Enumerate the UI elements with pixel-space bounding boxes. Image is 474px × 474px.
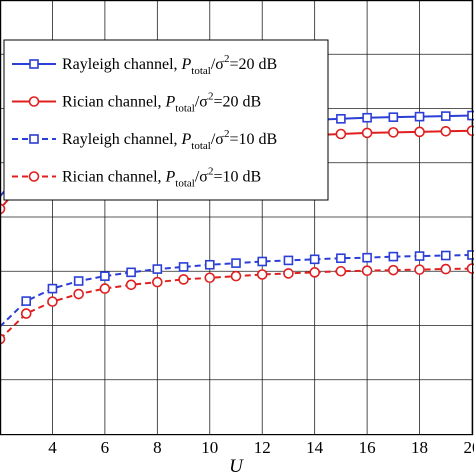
data-point <box>20 308 32 319</box>
data-point <box>440 263 452 275</box>
x-tick-label: 14 <box>306 438 324 457</box>
data-point <box>309 267 320 278</box>
data-point <box>388 264 399 276</box>
data-point <box>388 251 399 262</box>
data-point <box>126 267 136 278</box>
data-point <box>336 114 346 124</box>
data-point <box>152 264 163 274</box>
data-point <box>231 258 241 268</box>
data-point <box>73 276 84 286</box>
data-point <box>47 296 58 307</box>
x-tick-labels: 4 6 8 10 12 14 16 18 20 <box>48 438 474 457</box>
legend-label: Rayleigh channel, Ptotal/σ2=20 dB <box>62 53 277 77</box>
series-2 <box>0 250 474 328</box>
x-tick-label: 6 <box>101 438 110 457</box>
data-point <box>335 128 347 140</box>
data-point <box>100 271 110 281</box>
legend-label: Rician channel, Ptotal/σ2=20 dB <box>62 91 261 115</box>
data-point <box>73 288 84 300</box>
data-point <box>178 262 189 272</box>
data-point <box>283 255 294 266</box>
legend-entry: Rician channel, Ptotal/σ2=20 dB <box>12 91 261 115</box>
data-point <box>440 125 452 137</box>
data-point <box>388 127 399 138</box>
data-point <box>99 283 111 294</box>
legend-box <box>3 39 329 201</box>
data-point <box>362 112 372 123</box>
legend-marker <box>28 96 40 107</box>
data-point <box>440 111 451 121</box>
data-point <box>204 272 216 284</box>
legend-entry: Rician channel, Ptotal/σ2=10 dB <box>12 166 261 190</box>
x-tick-label: 12 <box>254 438 271 457</box>
data-point <box>414 126 425 138</box>
legend-label: Rician channel, Ptotal/σ2=10 dB <box>62 166 261 190</box>
x-tick-label: 20 <box>464 438 474 457</box>
data-point <box>178 274 189 285</box>
data-point <box>152 276 163 288</box>
plot-frame <box>0 0 474 436</box>
data-point <box>21 296 32 306</box>
data-point <box>47 283 58 294</box>
data-point <box>361 127 373 139</box>
data-point <box>283 268 294 279</box>
data-point <box>257 256 268 267</box>
data-point <box>309 254 320 265</box>
legend-marker <box>29 134 39 144</box>
data-point <box>388 112 399 122</box>
legend-label: Rayleigh channel, Ptotal/σ2=10 dB <box>62 128 277 152</box>
data-point <box>414 264 425 275</box>
x-tick-label: 10 <box>201 438 218 457</box>
x-tick-label: 4 <box>48 438 57 457</box>
legend-marker <box>28 171 40 182</box>
data-point <box>440 250 451 261</box>
x-axis-label: U <box>229 456 244 474</box>
legend-marker <box>29 59 39 69</box>
data-point <box>362 252 372 263</box>
data-point <box>336 253 346 264</box>
x-tick-label: 16 <box>359 438 376 457</box>
data-point <box>414 111 425 122</box>
data-point <box>125 279 137 291</box>
data-point <box>256 269 268 280</box>
data-point <box>335 265 347 277</box>
x-tick-label: 18 <box>411 438 428 457</box>
legend-entry: Rayleigh channel, Ptotal/σ2=10 dB <box>12 128 277 152</box>
data-point <box>414 251 425 261</box>
data-point <box>204 259 215 270</box>
series-3 <box>0 263 474 345</box>
data-point <box>230 270 242 282</box>
data-point <box>361 265 373 277</box>
legend-entry: Rayleigh channel, Ptotal/σ2=20 dB <box>12 53 277 77</box>
legend: Rayleigh channel, Ptotal/σ2=20 dB Rician … <box>3 39 329 201</box>
x-tick-label: 8 <box>153 438 162 457</box>
